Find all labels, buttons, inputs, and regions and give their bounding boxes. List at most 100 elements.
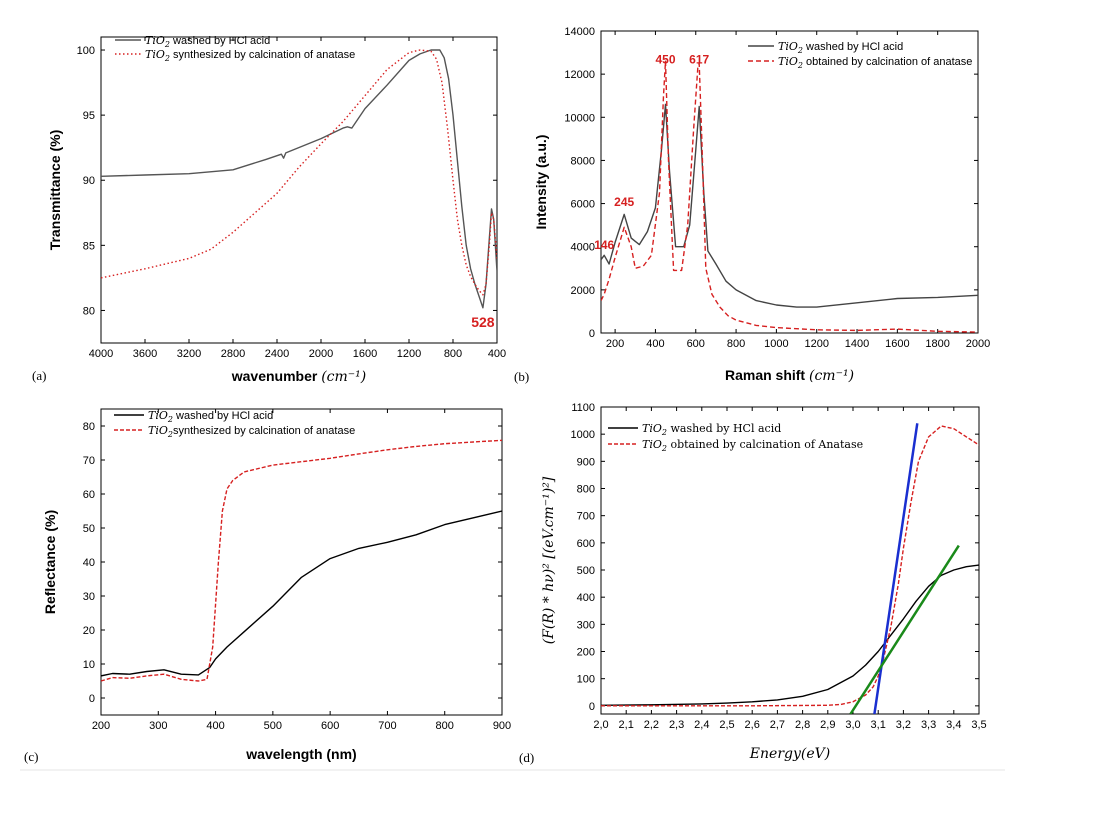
y-tick-label: 2000 [571,285,595,297]
x-tick-label: 700 [378,720,396,732]
panel-label: (b) [514,369,529,384]
x-axis-label: wavelength (nm) [245,746,356,762]
y-tick-label: 100 [77,45,95,57]
y-tick-label: 900 [577,456,595,468]
x-axis-label: Energy(eV) [749,746,830,762]
series-line-washed [101,49,497,309]
x-tick-label: 2,4 [694,719,709,731]
y-tick-label: 300 [577,619,595,631]
peak-label: 528 [471,314,495,330]
x-tick-label: 2,0 [593,719,608,731]
plot-frame [100,36,498,344]
x-tick-label: 1600 [885,338,909,350]
x-tick-label: 4000 [89,348,113,360]
y-tick-label: 80 [83,421,95,433]
y-tick-label: 6000 [571,199,595,211]
x-tick-label: 400 [206,720,224,732]
y-tick-label: 0 [89,693,95,705]
y-tick-label: 8000 [571,155,595,167]
peak-label: 245 [614,195,634,209]
x-tick-label: 2,3 [669,719,684,731]
y-tick-label: 12000 [564,69,595,81]
plot-frame [100,408,503,716]
series-line-washed [601,103,978,308]
y-axis-label: Intensity (a.u.) [533,135,549,230]
series-line-washed [101,510,502,677]
x-tick-label: 1000 [764,338,788,350]
x-tick-label: 3,1 [871,719,886,731]
y-tick-label: 30 [83,591,95,603]
x-tick-label: 1800 [925,338,949,350]
y-tick-label: 600 [577,538,595,550]
y-tick-label: 50 [83,523,95,535]
y-tick-label: 60 [83,489,95,501]
x-tick-label: 2,9 [820,719,835,731]
y-axis-label: (F(R) * hν)² [(eV.cm⁻¹)²] [541,476,557,644]
x-tick-label: 800 [444,348,462,360]
series-line-anatase [101,49,497,296]
series-line-tangent-blue [873,423,919,714]
x-tick-label: 3,5 [971,719,986,731]
x-tick-label: 200 [92,720,110,732]
y-tick-label: 10000 [564,112,595,124]
plot-frame [600,406,980,715]
x-tick-label: 500 [264,720,282,732]
series-line-anatase [601,425,979,707]
x-axis-label: Raman shift (cm⁻¹) [725,367,854,384]
x-tick-label: 3,4 [946,719,961,731]
y-tick-label: 14000 [564,26,595,38]
x-tick-label: 3,0 [845,719,860,731]
series-line-tangent-green [849,544,960,714]
y-tick-label: 70 [83,455,95,467]
y-tick-label: 100 [577,674,595,686]
panel-b: 200 400 600 800 1000 1200 1400 1600 1800 2000 0 200… [514,26,990,384]
x-tick-label: 2000 [966,338,990,350]
y-axis-label: Reflectance (%) [42,510,58,614]
y-tick-label: 20 [83,625,95,637]
legend-entry-anatase: TiO2synthesized by calcination of anatas… [148,424,355,439]
peak-label: 617 [689,53,709,67]
y-tick-label: 1100 [571,402,595,414]
y-tick-label: 1000 [571,429,595,441]
x-tick-label: 900 [493,720,511,732]
x-tick-label: 300 [149,720,167,732]
legend-entry-anatase: TiO2 obtained by calcination of anatase [778,55,972,70]
x-tick-label: 1200 [804,338,828,350]
x-tick-label: 400 [488,348,506,360]
y-tick-label: 95 [83,110,95,122]
x-tick-label: 3,3 [921,719,936,731]
x-axis-label: wavenumber (cm⁻¹) [231,368,367,385]
x-tick-label: 3600 [133,348,157,360]
x-tick-label: 1200 [397,348,421,360]
x-tick-label: 2,2 [644,719,659,731]
y-tick-label: 0 [589,328,595,340]
x-tick-label: 600 [321,720,339,732]
series-line-anatase [101,439,502,682]
x-tick-label: 2,8 [795,719,810,731]
y-tick-label: 80 [83,305,95,317]
x-tick-label: 2,5 [719,719,734,731]
legend-entry-washed: TiO2 washed by HCl acid [145,34,270,49]
y-tick-label: 40 [83,557,95,569]
x-tick-label: 1600 [353,348,377,360]
x-tick-label: 2,1 [619,719,634,731]
y-tick-label: 0 [589,701,595,713]
peak-label: 146 [594,238,614,252]
y-tick-label: 4000 [571,242,595,254]
panel-label: (c) [24,749,38,764]
series-line-washed [601,564,979,706]
peak-label: 450 [655,53,675,67]
panel-d: 2,0 2,1 2,2 2,3 2,4 2,5 2,6 2,7 2,8 2,9 3,0 3,1 3,2 3… [519,402,987,765]
x-tick-label: 1400 [845,338,869,350]
panel-a: 4000 3600 3200 2800 2400 2000 1600 1200 800 400 80… [32,34,506,385]
x-tick-label: 2400 [265,348,289,360]
legend-entry-anatase: TiO2 obtained by calcination of Anatase [642,438,863,453]
y-tick-label: 90 [83,175,95,187]
y-tick-label: 500 [577,565,595,577]
x-tick-label: 3,2 [896,719,911,731]
x-tick-label: 800 [727,338,745,350]
x-tick-label: 800 [436,720,454,732]
legend-entry-washed: TiO2 washed by HCl acid [148,409,273,424]
panel-label: (a) [32,368,46,383]
